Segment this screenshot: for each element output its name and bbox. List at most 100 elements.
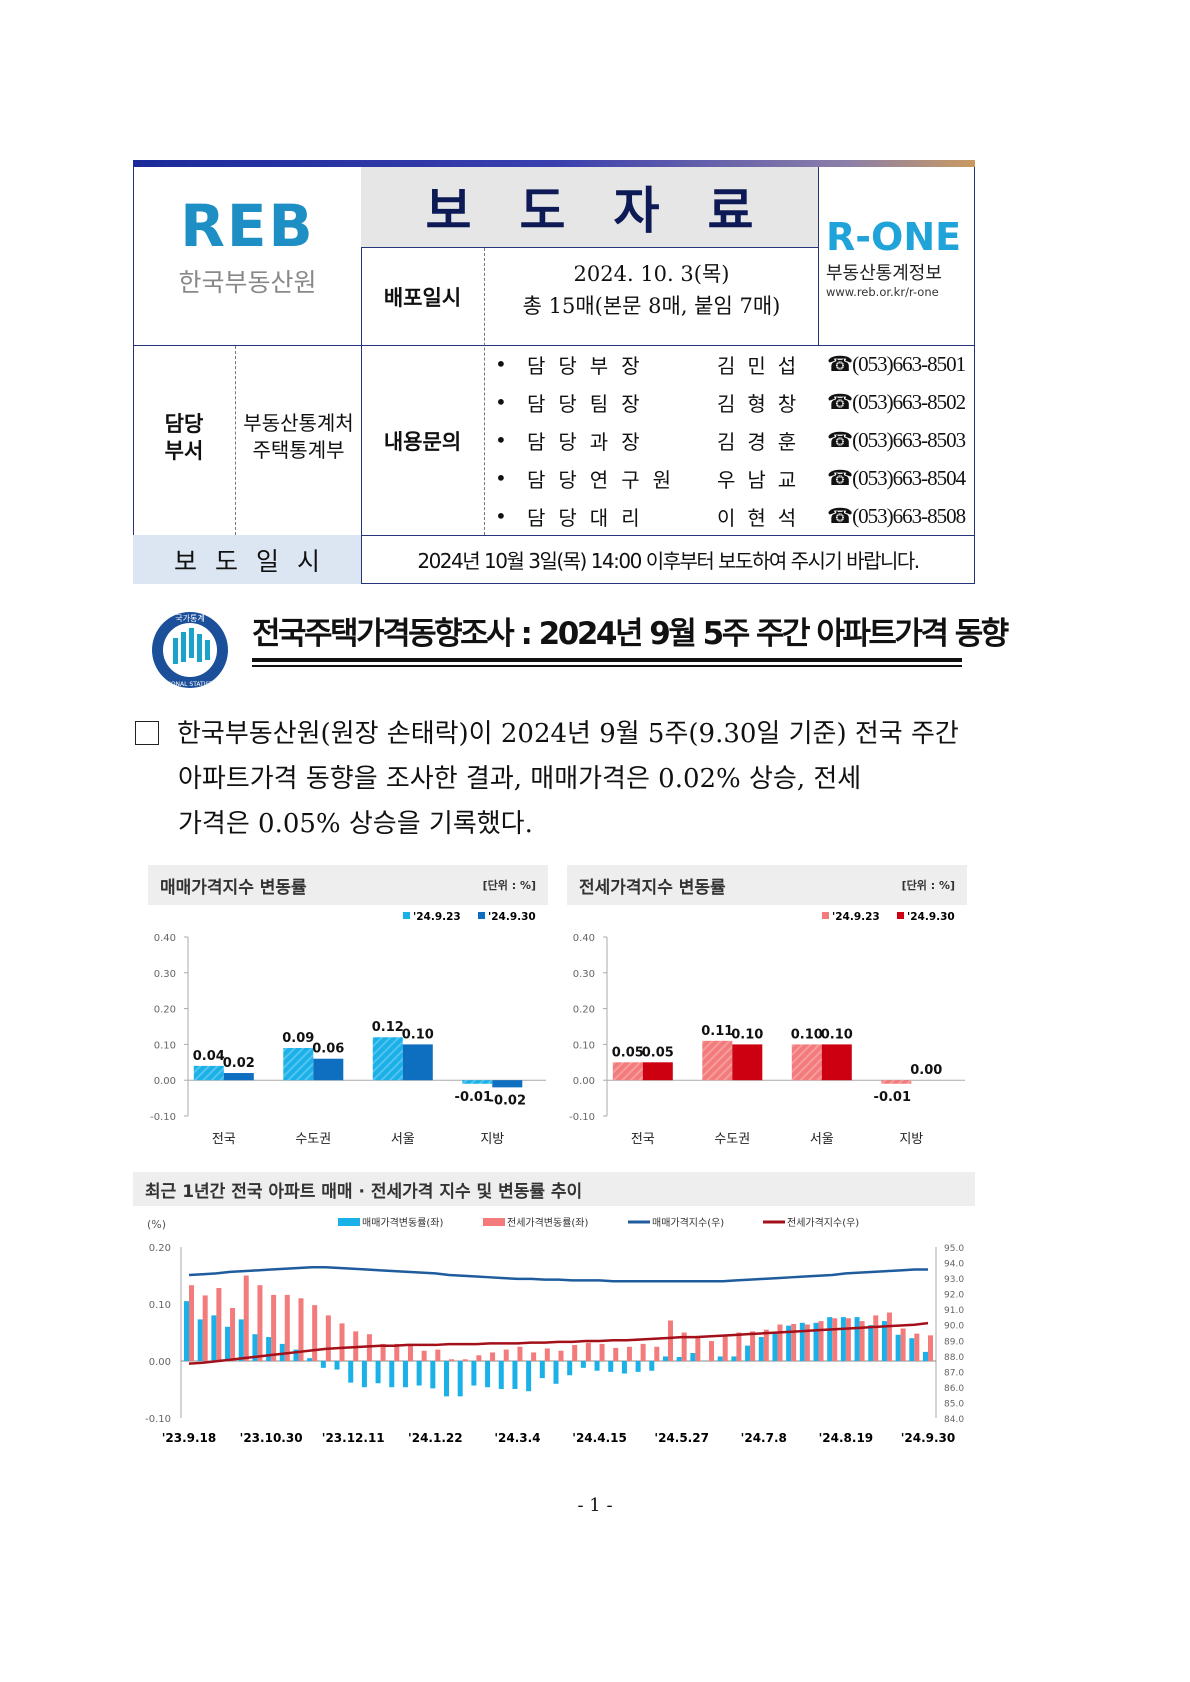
- bar: [211, 1315, 217, 1361]
- x-tick-label: '24.3.4: [494, 1431, 540, 1445]
- bullet-icon: •: [495, 352, 507, 376]
- bar: [389, 1361, 395, 1388]
- y-tick-label: 0.20: [573, 1005, 595, 1016]
- divider: [818, 167, 819, 345]
- bar: [791, 1323, 797, 1361]
- inquiry-label: 내용문의: [383, 428, 462, 454]
- contact-role: 담당팀장: [527, 391, 653, 416]
- contact-phone[interactable]: ☎(053)663-8503: [827, 427, 966, 452]
- bar: [702, 1040, 733, 1081]
- headline-rule: [252, 658, 962, 662]
- dept-label-line: 담당: [164, 411, 204, 436]
- chart-unit: [단위 : %]: [482, 879, 536, 892]
- bar: [690, 1353, 696, 1361]
- bar: [640, 1343, 646, 1361]
- contact-row: • 담당대리 이현석 ☎(053)663-8508: [495, 497, 975, 535]
- data-label: -0.01: [874, 1090, 911, 1105]
- bar: [667, 1320, 673, 1361]
- divider: [484, 248, 485, 535]
- legend-label: '24.9.30: [488, 911, 536, 923]
- y-tick-label: -0.10: [569, 1112, 595, 1123]
- y-tick-label: 0.00: [573, 1076, 595, 1087]
- category-label: 수도권: [295, 1132, 331, 1147]
- category-label: 수도권: [714, 1132, 750, 1147]
- page-number: - 1 -: [577, 1495, 613, 1516]
- bar: [380, 1343, 386, 1361]
- bullet-icon: •: [495, 466, 507, 490]
- bar: [334, 1361, 340, 1370]
- bullet-icon: •: [495, 428, 507, 452]
- data-label: 0.02: [223, 1056, 255, 1071]
- contact-phone[interactable]: ☎(053)663-8504: [827, 465, 966, 490]
- bar: [599, 1343, 605, 1361]
- bar: [786, 1325, 792, 1361]
- dept-name-line: 부동산통계처: [243, 411, 354, 435]
- contact-phone[interactable]: ☎(053)663-8502: [827, 389, 966, 414]
- checkbox-bullet-icon: [135, 721, 159, 745]
- contact-phone[interactable]: ☎(053)663-8501: [827, 351, 966, 376]
- contact-name: 김형창: [717, 391, 809, 416]
- contact-role: 담당부장: [527, 353, 653, 378]
- data-label: 0.05: [642, 1045, 674, 1060]
- bar: [498, 1361, 504, 1389]
- bar: [284, 1294, 290, 1361]
- bar: [471, 1361, 477, 1386]
- bar: [567, 1361, 573, 1376]
- bar: [225, 1326, 231, 1361]
- bar: [572, 1345, 578, 1361]
- x-tick-label: '24.7.8: [741, 1431, 787, 1445]
- bar: [745, 1345, 751, 1361]
- data-label: 0.10: [821, 1027, 853, 1042]
- bar: [722, 1335, 728, 1361]
- bar: [900, 1328, 906, 1361]
- divider: [361, 247, 818, 248]
- series-line: [188, 1321, 929, 1365]
- x-tick-label: '24.8.19: [819, 1431, 874, 1445]
- bar: [804, 1324, 810, 1361]
- legend-swatch: [403, 912, 410, 919]
- divider: [235, 346, 236, 535]
- x-tick-label: '23.12.11: [322, 1431, 385, 1445]
- bar: [886, 1312, 892, 1361]
- contact-phone[interactable]: ☎(053)663-8508: [827, 503, 966, 528]
- bar: [449, 1359, 455, 1361]
- contact-name: 김경훈: [717, 429, 809, 454]
- contact-role: 담당대리: [527, 505, 653, 530]
- bar: [361, 1361, 367, 1388]
- bar: [635, 1361, 641, 1372]
- bar: [813, 1322, 819, 1361]
- y-tick-label: 0.00: [154, 1076, 176, 1087]
- y-tick-label: 0.10: [573, 1040, 595, 1051]
- contact-list: • 담당부장 김민섭 ☎(053)663-8501 • 담당팀장 김형창 ☎(053)663-…: [495, 345, 975, 535]
- dept-label: 담당 부서: [133, 410, 235, 464]
- contact-name: 우남교: [717, 467, 809, 492]
- bar: [407, 1343, 413, 1361]
- bar: [492, 1080, 523, 1088]
- bar: [914, 1333, 920, 1361]
- rone-subtitle: 부동산통계정보: [826, 263, 942, 284]
- bar: [763, 1329, 769, 1361]
- bar: [649, 1361, 655, 1371]
- paragraph-line: 가격은 0.05% 상승을 기록했다.: [178, 809, 533, 839]
- bar: [485, 1361, 491, 1388]
- bar: [621, 1361, 627, 1374]
- bar: [526, 1361, 532, 1392]
- bar: [827, 1317, 833, 1361]
- bar: [184, 1301, 189, 1361]
- bullet-icon: •: [495, 504, 507, 528]
- bar: [531, 1352, 537, 1361]
- sale-change-chart: 매매가격지수 변동률 [단위 : %] 0.40 0.30 0.20 0.10 0.00…: [148, 865, 548, 1155]
- rone-url[interactable]: www.reb.or.kr/r-one: [826, 285, 939, 299]
- data-label: -0.02: [489, 1093, 526, 1108]
- national-statistics-logo: 국가통계 NATIONAL STATISTICS: [145, 610, 235, 690]
- dept-label-line: 부서: [164, 438, 204, 463]
- chart-header: 매매가격지수 변동률 [단위 : %]: [148, 865, 548, 905]
- data-label: 0.11: [701, 1024, 733, 1039]
- data-label: 0.10: [791, 1027, 823, 1042]
- bar: [366, 1334, 372, 1361]
- chart-title: 전세가격지수 변동률: [579, 877, 726, 898]
- category-label: 전국: [212, 1132, 236, 1147]
- divider: [133, 535, 975, 536]
- bar: [558, 1350, 564, 1361]
- bar: [503, 1349, 509, 1361]
